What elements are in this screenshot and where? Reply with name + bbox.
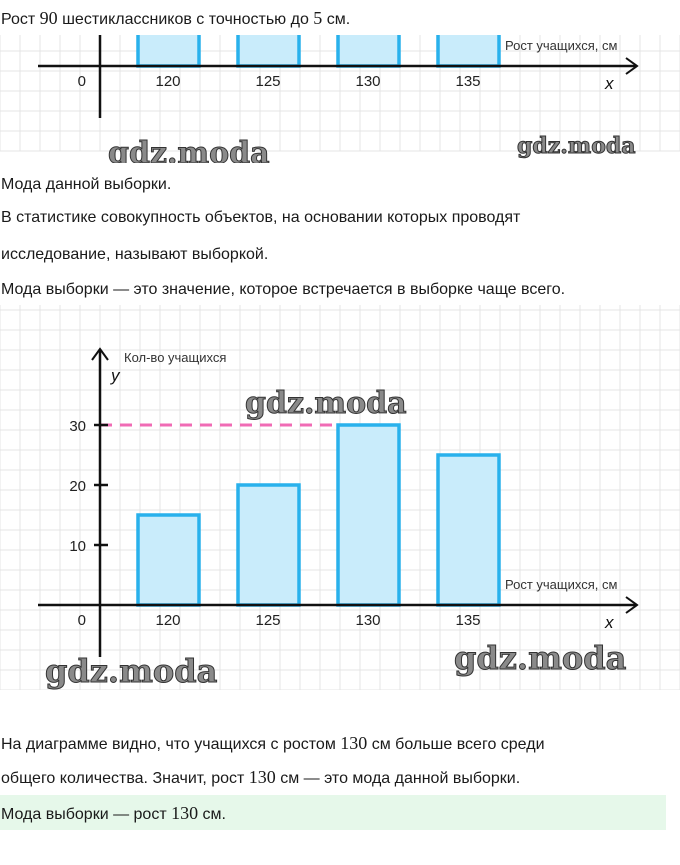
- x-axis-variable: x: [604, 613, 614, 632]
- definition-mode: Мода выборки — это значение, которое вст…: [1, 281, 566, 298]
- y-axis-title: Кол-во учащихся: [124, 350, 226, 365]
- bar-130: [336, 423, 401, 607]
- x-axis-title: Рост учащихся, см: [505, 577, 617, 592]
- watermark-logo: gdz.moda: [517, 133, 636, 159]
- x-tick-label: 125: [255, 612, 280, 629]
- x-tick-label: 135: [455, 612, 480, 629]
- x-axis-arrow-icon: [625, 57, 639, 75]
- x-axis-variable: x: [604, 74, 614, 93]
- x-tick-label: 135: [455, 73, 480, 90]
- bar-125: [236, 483, 301, 607]
- y-tick-label: 10: [69, 538, 86, 555]
- y-axis-arrow-icon: [91, 347, 109, 361]
- origin-label: 0: [78, 73, 86, 90]
- watermark-logo: gdz.moda: [108, 136, 270, 163]
- y-tick-label: 30: [69, 418, 86, 435]
- watermark-logo: gdz.moda: [245, 386, 407, 421]
- x-tick-label: 120: [155, 73, 180, 90]
- watermark-logo: gdz.moda: [45, 652, 217, 690]
- x-axis-arrow-icon: [625, 596, 639, 614]
- bar-130: [336, 35, 401, 68]
- answer-box: [0, 795, 666, 830]
- x-tick-label: 130: [355, 73, 380, 90]
- conclusion-1: На диаграмме видно, что учащихся с росто…: [1, 733, 545, 753]
- bar-120: [136, 35, 201, 68]
- y-axis-variable: y: [110, 366, 121, 385]
- section-heading: Мода данной выборки.: [1, 176, 172, 193]
- bar-120: [136, 513, 201, 607]
- definition-sample-2: исследование, называют выборкой.: [1, 246, 269, 263]
- definition-sample-1: В статистике совокупность объектов, на о…: [1, 209, 521, 226]
- histogram-figure: 120 125 130 135 10 20 30 0 Кол-во учащихся y Рост …: [0, 305, 680, 690]
- bar-135: [436, 453, 501, 607]
- watermark-logo: gdz.moda: [454, 639, 626, 677]
- y-tick-label: 20: [69, 478, 86, 495]
- conclusion-2: общего количества. Значит, рост 130 см —…: [1, 767, 521, 787]
- bar-135: [436, 35, 501, 68]
- bar-125: [236, 35, 301, 68]
- x-axis-title: Рост учащихся, см: [505, 38, 617, 53]
- x-tick-label: 125: [255, 73, 280, 90]
- x-tick-label: 130: [355, 612, 380, 629]
- x-tick-label: 120: [155, 612, 180, 629]
- intro-text: Рост 90 шестиклассников с точностью до 5…: [1, 8, 351, 28]
- answer-text: Мода выборки — рост 130 см.: [1, 803, 226, 823]
- origin-label: 0: [78, 612, 86, 629]
